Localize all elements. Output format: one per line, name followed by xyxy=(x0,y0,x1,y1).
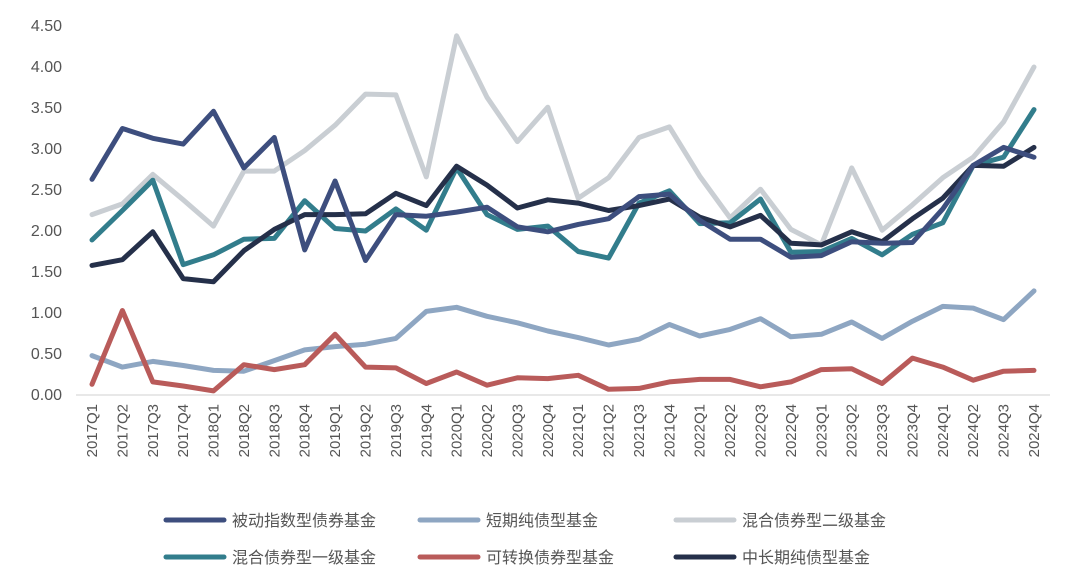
y-tick-label: 0.50 xyxy=(31,346,62,363)
x-tick-label: 2019Q2 xyxy=(357,404,374,457)
x-tick-label: 2024Q1 xyxy=(935,404,952,457)
x-tick-label: 2017Q4 xyxy=(175,404,192,457)
x-tick-label: 2018Q4 xyxy=(297,404,314,457)
x-tick-label: 2019Q3 xyxy=(388,404,405,457)
x-tick-label: 2024Q2 xyxy=(965,404,982,457)
x-tick-label: 2021Q4 xyxy=(661,404,678,457)
y-tick-label: 2.00 xyxy=(31,223,62,240)
x-tick-label: 2023Q2 xyxy=(844,404,861,457)
series-line-4 xyxy=(89,107,1037,268)
x-tick-label: 2024Q3 xyxy=(996,404,1013,457)
x-tick-label: 2020Q4 xyxy=(540,404,557,457)
x-tick-label: 2020Q3 xyxy=(509,404,526,457)
x-tick-label: 2023Q1 xyxy=(813,404,830,457)
series-line-2 xyxy=(89,288,1037,374)
y-tick-label: 4.50 xyxy=(31,18,62,35)
legend-label: 短期纯债型基金 xyxy=(486,511,598,530)
legend-label: 混合债券型一级基金 xyxy=(232,548,376,567)
x-tick-label: 2023Q3 xyxy=(874,404,891,457)
legend-label: 被动指数型债券基金 xyxy=(232,511,376,530)
x-tick-label: 2019Q4 xyxy=(418,404,435,457)
plot-area xyxy=(89,33,1037,394)
y-tick-label: 4.00 xyxy=(31,59,62,76)
x-tick-label: 2020Q1 xyxy=(449,404,466,457)
y-tick-label: 1.50 xyxy=(31,264,62,281)
x-axis: 2017Q1 2017Q2 2017Q3 2017Q4 2018Q1 2018Q2 2018… xyxy=(76,394,1050,457)
legend-item: 中长期纯债型基金 xyxy=(673,548,870,567)
x-tick-label: 2018Q3 xyxy=(266,404,283,457)
legend-item: 可转换债券型基金 xyxy=(417,548,614,567)
x-tick-label: 2023Q4 xyxy=(904,404,921,457)
y-axis: 0.00 0.50 1.00 1.50 2.00 2.50 3.00 3.50 4.00 4.50 xyxy=(31,18,62,404)
x-tick-label: 2022Q3 xyxy=(753,404,770,457)
x-tick-label: 2019Q1 xyxy=(327,404,344,457)
y-tick-label: 0.00 xyxy=(31,387,62,404)
x-tick-label: 2021Q3 xyxy=(631,404,648,457)
x-tick-label: 2017Q2 xyxy=(114,404,131,457)
y-tick-label: 1.00 xyxy=(31,305,62,322)
x-tick-label: 2022Q1 xyxy=(692,404,709,457)
series-line-5 xyxy=(89,308,1037,394)
y-tick-label: 3.00 xyxy=(31,141,62,158)
y-tick-label: 3.50 xyxy=(31,100,62,117)
x-tick-label: 2022Q2 xyxy=(722,404,739,457)
series-line-3 xyxy=(89,33,1037,248)
x-tick-label: 2017Q3 xyxy=(145,404,162,457)
x-tick-label: 2024Q4 xyxy=(1026,404,1043,457)
x-tick-label: 2018Q1 xyxy=(206,404,223,457)
legend-item: 混合债券型一级基金 xyxy=(163,548,376,567)
legend-item: 被动指数型债券基金 xyxy=(163,511,376,530)
legend-label: 中长期纯债型基金 xyxy=(742,548,870,567)
x-tick-label: 2020Q2 xyxy=(479,404,496,457)
x-tick-label: 2021Q2 xyxy=(601,404,618,457)
x-tick-label: 2017Q1 xyxy=(84,404,101,457)
legend-label: 混合债券型二级基金 xyxy=(742,511,886,530)
x-tick-label: 2022Q4 xyxy=(783,404,800,457)
x-tick-label: 2021Q1 xyxy=(570,404,587,457)
series-line-6 xyxy=(89,144,1037,285)
legend-item: 混合债券型二级基金 xyxy=(673,511,886,530)
y-tick-label: 2.50 xyxy=(31,182,62,199)
legend-label: 可转换债券型基金 xyxy=(486,548,614,567)
series-line-1 xyxy=(89,108,1037,263)
legend-item: 短期纯债型基金 xyxy=(417,511,598,530)
x-tick-label: 2018Q2 xyxy=(236,404,253,457)
